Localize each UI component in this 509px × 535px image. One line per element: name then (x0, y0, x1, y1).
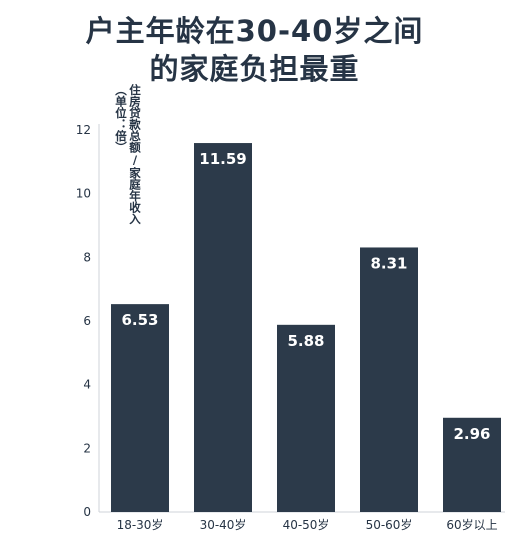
bar (111, 304, 169, 512)
bar (194, 143, 252, 512)
bar-value-label: 6.53 (121, 311, 158, 329)
y-tick-label: 10 (76, 187, 91, 201)
bar-value-label: 8.31 (370, 254, 407, 272)
y-axis-label: 住房贷款总额/家庭年收入 （单位：倍） (108, 84, 142, 254)
y-axis-label-line-2: （单位：倍） (114, 84, 128, 153)
x-tick-label: 18-30岁 (117, 517, 164, 532)
bar (443, 417, 501, 512)
bar-value-label: 11.59 (199, 150, 246, 168)
x-tick-label: 30-40岁 (200, 517, 247, 532)
y-tick-label: 0 (83, 505, 91, 519)
chart-title: 户主年龄在30-40岁之间 的家庭负担最重 (0, 12, 509, 88)
y-tick-label: 6 (83, 314, 91, 328)
bar (277, 324, 335, 512)
bar (360, 247, 418, 512)
chart-title-line-2: 的家庭负担最重 (149, 52, 360, 86)
x-tick-label: 40-50岁 (283, 517, 330, 532)
bar-value-label: 2.96 (453, 425, 490, 443)
chart-title-line-1: 户主年龄在30-40岁之间 (85, 14, 424, 48)
x-tick-label: 60岁以上 (446, 517, 497, 532)
y-axis-label-line-1: 住房贷款总额/家庭年收入 (128, 84, 142, 225)
bar-value-label: 5.88 (287, 332, 324, 350)
y-tick-label: 12 (76, 123, 91, 137)
x-tick-label: 50-60岁 (366, 517, 413, 532)
y-tick-label: 8 (83, 250, 91, 264)
y-tick-label: 2 (83, 441, 91, 455)
y-tick-label: 4 (83, 378, 91, 392)
